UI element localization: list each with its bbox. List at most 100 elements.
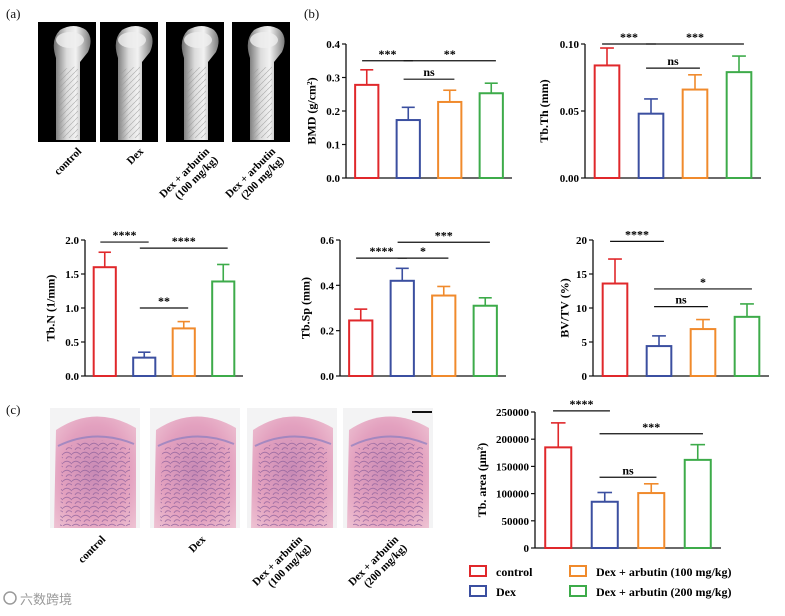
y-tick-label: 0.4 [326, 39, 340, 51]
panel-label-a: (a) [6, 6, 21, 21]
y-tick-label: 0 [582, 371, 588, 383]
sig-label-1: *** [642, 420, 660, 434]
bar-1 [132, 356, 157, 378]
bar-3 [478, 92, 504, 179]
y-tick-label: 0 [524, 543, 530, 555]
y-tick-label: 0.0 [65, 371, 79, 383]
y-tick-label: 0.05 [560, 106, 580, 118]
histology-label-3: Dex + arbutin(200 mg/kg) [346, 533, 410, 597]
sig-label-2: * [420, 244, 426, 258]
growth-plate [57, 435, 135, 447]
y-tick-label: 1.5 [65, 269, 79, 281]
panel-label-b: (b) [304, 6, 320, 21]
microct-label-1: Dex [125, 145, 147, 167]
bar-0 [348, 319, 374, 378]
sig-label-0: *** [379, 47, 397, 61]
histology-image-1 [150, 408, 240, 528]
trabecular-network [353, 440, 423, 526]
y-axis-title: BMD (g/cm²) [304, 77, 318, 144]
y-axis-title: BV/TV (%) [558, 278, 572, 337]
femur-head [118, 32, 146, 48]
y-tick-label: 250000 [496, 407, 530, 419]
bar-1 [645, 345, 673, 377]
legend-swatch [469, 565, 487, 577]
bar-2 [689, 328, 717, 377]
femur-trabecular-texture [252, 66, 272, 138]
y-tick-label: 0.1 [326, 140, 340, 152]
trabecular-network [160, 440, 230, 526]
y-tick-label: 2.0 [65, 235, 79, 247]
bar-2 [431, 294, 457, 377]
microct-label-0: control [52, 146, 84, 178]
microct-image-3 [232, 22, 290, 142]
chart-2: 0.00.51.01.52.0Tb.N (1/mm)**** ****** [43, 228, 243, 383]
femur-trabecular-texture [186, 66, 206, 138]
microct-label-2: Dex + arbutin(100 mg/kg) [157, 145, 221, 209]
bar-1 [637, 112, 665, 179]
growth-plate [350, 435, 428, 447]
microct-image-2 [166, 22, 224, 142]
bar-1 [395, 119, 421, 179]
y-tick-label: 0.0 [320, 371, 334, 383]
chart-1: 0.00 0.05 0.10 Tb.Th (mm) *** *** ns [537, 30, 761, 185]
y-tick-label: 0.00 [560, 173, 580, 185]
y-tick-label: 0.10 [560, 39, 580, 51]
sig-label-0: **** [113, 228, 137, 242]
sig-label-1: *** [686, 30, 704, 44]
y-tick-label: 150000 [496, 461, 530, 473]
legend-item-1: Dex [469, 585, 516, 599]
histology-label-line: control [76, 534, 108, 566]
bar-0 [593, 64, 621, 179]
femur-head [56, 32, 84, 48]
y-axis-title: Tb.Th (mm) [537, 79, 551, 142]
sig-label-2: ns [675, 293, 687, 307]
bar-1 [389, 279, 415, 377]
sig-label-2: ns [423, 65, 435, 79]
y-tick-label: 0.2 [320, 326, 334, 338]
sig-label-0: **** [625, 227, 649, 241]
sig-label-0: **** [570, 397, 594, 411]
femur-head [250, 32, 278, 48]
legend-label: Dex + arbutin (200 mg/kg) [596, 585, 732, 599]
bar-2 [637, 492, 666, 549]
y-axis-title: Tb. area (μm²) [475, 443, 489, 518]
legend-label: Dex [496, 585, 516, 599]
bar-3 [725, 71, 753, 179]
legend-item-2: Dex + arbutin (100 mg/kg) [569, 565, 732, 579]
sig-label-1: *** [435, 228, 453, 242]
sig-label-2: ** [158, 294, 170, 308]
trabecular-network [257, 440, 327, 526]
bar-0 [544, 446, 573, 549]
histology-image-3 [343, 408, 433, 528]
panel-label-c: (c) [6, 402, 21, 417]
y-tick-label: 50000 [502, 516, 530, 528]
bar-3 [211, 280, 236, 378]
watermark-text: 六数跨境 [20, 593, 72, 608]
watermark-logo-icon [3, 591, 17, 605]
microct-label-3: Dex + arbutin(200 mg/kg) [223, 145, 287, 209]
bar-0 [92, 266, 117, 378]
y-tick-label: 0.5 [65, 337, 79, 349]
y-axis-title: Tb.Sp (mm) [298, 277, 312, 339]
y-tick-label: 0.3 [326, 73, 340, 85]
bar-2 [437, 100, 463, 179]
microct-label-line: control [52, 146, 84, 178]
sig-label-1: **** [172, 234, 196, 248]
trabecular-network [60, 440, 130, 526]
microct-image-1 [100, 22, 158, 142]
histology-label-0: control [76, 534, 108, 566]
y-tick-label: 1.0 [65, 303, 79, 315]
legend-swatch [469, 585, 487, 597]
femur-trabecular-texture [120, 66, 140, 138]
y-tick-label: 10 [576, 303, 588, 315]
growth-plate [157, 435, 235, 447]
histology-image-2 [247, 408, 337, 528]
histology-label-line: Dex [187, 533, 209, 555]
sig-label-1: * [700, 275, 706, 289]
bar-0 [354, 83, 380, 179]
legend-swatch [569, 585, 587, 597]
legend-item-3: Dex + arbutin (200 mg/kg) [569, 585, 732, 599]
chart-3: 0.00.20.40.6Tb.Sp (mm)******** [298, 228, 506, 383]
